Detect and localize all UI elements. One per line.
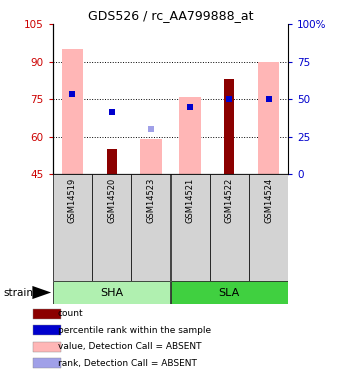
- Text: SHA: SHA: [100, 288, 123, 297]
- Bar: [92, 174, 131, 281]
- Bar: [33, 342, 61, 352]
- Bar: [140, 140, 162, 174]
- Text: percentile rank within the sample: percentile rank within the sample: [58, 326, 211, 335]
- Text: SLA: SLA: [219, 288, 240, 297]
- Title: GDS526 / rc_AA799888_at: GDS526 / rc_AA799888_at: [88, 9, 253, 22]
- Bar: [33, 325, 61, 335]
- Bar: [224, 80, 234, 174]
- Bar: [62, 50, 83, 174]
- Text: count: count: [58, 309, 84, 318]
- Polygon shape: [32, 286, 51, 299]
- Text: strain: strain: [3, 288, 33, 297]
- Bar: [107, 149, 117, 174]
- Bar: [210, 174, 249, 281]
- Bar: [53, 281, 170, 304]
- Bar: [33, 358, 61, 368]
- Text: GSM14523: GSM14523: [146, 178, 155, 223]
- Bar: [258, 62, 279, 174]
- Text: GSM14524: GSM14524: [264, 178, 273, 223]
- Bar: [131, 174, 170, 281]
- Bar: [53, 174, 92, 281]
- Text: GSM14520: GSM14520: [107, 178, 116, 223]
- Bar: [170, 281, 288, 304]
- Text: rank, Detection Call = ABSENT: rank, Detection Call = ABSENT: [58, 358, 197, 368]
- Bar: [249, 174, 288, 281]
- Text: GSM14521: GSM14521: [186, 178, 195, 223]
- Bar: [179, 97, 201, 174]
- Text: value, Detection Call = ABSENT: value, Detection Call = ABSENT: [58, 342, 202, 351]
- Text: GSM14522: GSM14522: [225, 178, 234, 223]
- Text: GSM14519: GSM14519: [68, 178, 77, 223]
- Bar: [33, 309, 61, 319]
- Bar: [170, 174, 210, 281]
